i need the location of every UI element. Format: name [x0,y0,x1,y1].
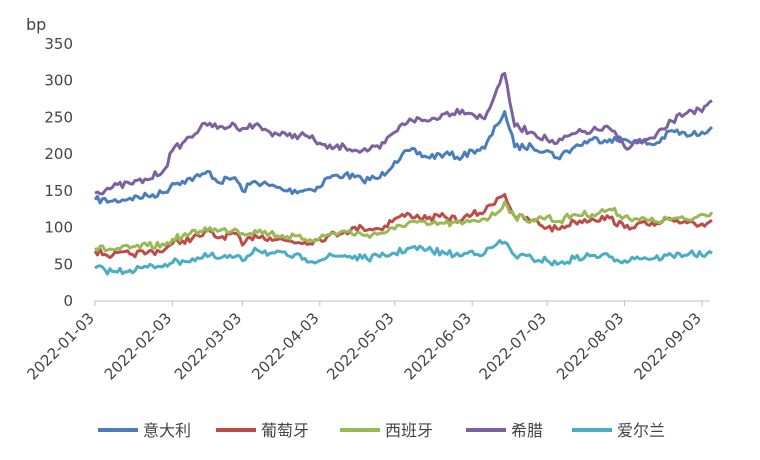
y-tick-label: 350 [44,35,73,53]
series-line-0 [93,110,714,205]
x-tick-label: 2022-06-03 [401,309,475,383]
x-tick-label: 2022-09-03 [630,309,704,383]
legend-label-3: 希腊 [511,421,543,440]
x-tick-label: 2022-04-03 [248,309,322,383]
series-line-3 [94,71,713,196]
x-tick-label: 2022-03-03 [171,309,245,383]
series-line-4 [94,239,713,276]
y-tick-label: 200 [44,145,73,163]
y-axis-unit-label: bp [26,15,46,34]
y-tick-label: 250 [44,108,73,126]
x-tick-label: 2022-07-03 [476,309,550,383]
legend-label-1: 葡萄牙 [261,421,309,440]
plot-series [93,71,714,276]
y-tick-label: 300 [44,72,73,90]
x-tick-label: 2022-02-03 [101,309,175,383]
legend-label-2: 西班牙 [385,421,433,440]
legend-label-0: 意大利 [143,421,191,440]
y-tick-label: 0 [63,292,73,310]
x-tick-label: 2022-05-03 [323,309,397,383]
chart-legend: 意大利 葡萄牙 西班牙 希腊 爱尔兰 [98,421,665,440]
y-axis-ticks: 0 50 100 150 200 250 300 350 [44,35,73,310]
y-tick-label: 100 [44,219,73,237]
legend-label-4: 爱尔兰 [617,421,665,440]
y-tick-label: 150 [44,182,73,200]
x-tick-label: 2022-01-03 [23,309,97,383]
series-line-2 [93,200,714,253]
y-tick-label: 50 [54,255,73,273]
x-tick-label: 2022-08-03 [553,309,627,383]
